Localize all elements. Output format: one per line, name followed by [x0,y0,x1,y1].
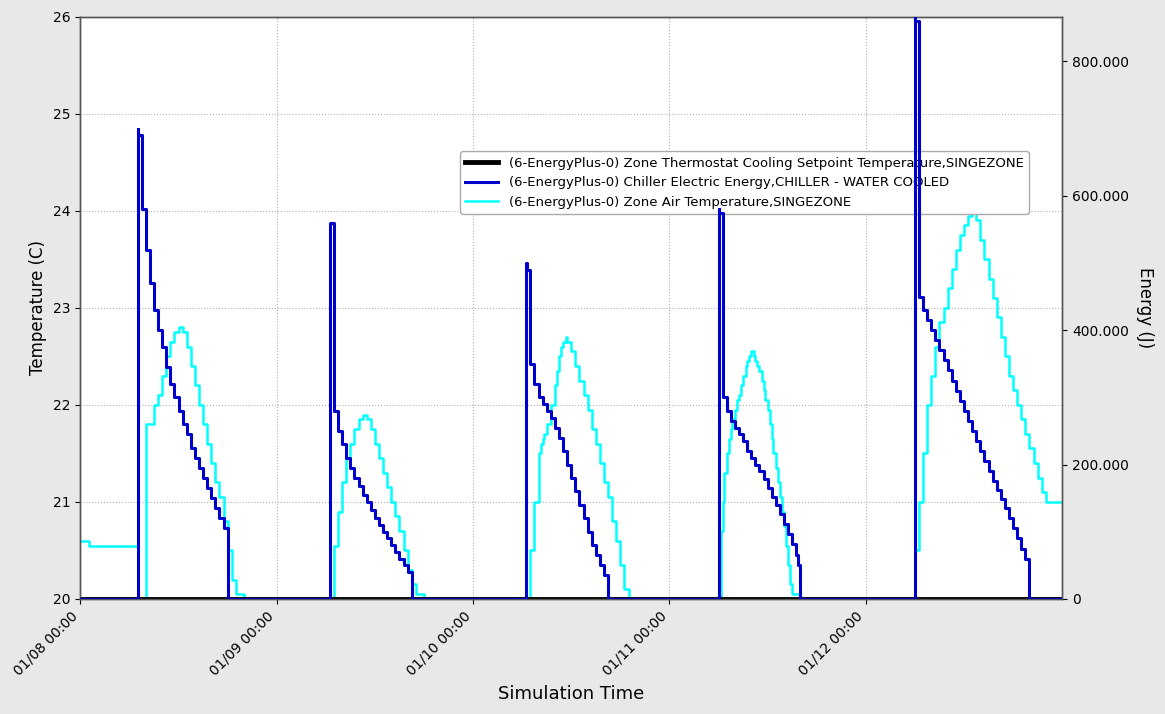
(6-EnergyPlus-0) Chiller Electric Energy,CHILLER - WATER COOLED [73,595,87,603]
(6-EnergyPlus-0) Zone Air Temperature,SINGEZONE [552,352,566,361]
(6-EnergyPlus-0) Chiller Electric Energy,CHILLER - WATER COOLED [929,336,942,345]
(6-EnergyPlus-0) Zone Air Temperature,SINGEZONE [945,265,959,273]
(6-EnergyPlus-0) Zone Air Temperature,SINGEZONE [130,595,144,603]
(6-EnergyPlus-0) Chiller Electric Energy,CHILLER - WATER COOLED [184,443,198,452]
(6-EnergyPlus-0) Chiller Electric Energy,CHILLER - WATER COOLED [163,380,177,388]
(6-EnergyPlus-0) Zone Air Temperature,SINGEZONE [747,352,761,361]
(6-EnergyPlus-0) Zone Air Temperature,SINGEZONE [73,536,87,545]
(6-EnergyPlus-0) Zone Air Temperature,SINGEZONE [388,512,402,521]
Legend: (6-EnergyPlus-0) Zone Thermostat Cooling Setpoint Temperature,SINGEZONE, (6-Ener: (6-EnergyPlus-0) Zone Thermostat Cooling… [460,151,1029,214]
Y-axis label: Energy (J): Energy (J) [1136,267,1153,348]
Y-axis label: Temperature (C): Temperature (C) [29,241,48,376]
Line: (6-EnergyPlus-0) Chiller Electric Energy,CHILLER - WATER COOLED: (6-EnergyPlus-0) Chiller Electric Energy… [80,17,1062,599]
(6-EnergyPlus-0) Chiller Electric Energy,CHILLER - WATER COOLED [1055,595,1069,603]
(6-EnergyPlus-0) Chiller Electric Energy,CHILLER - WATER COOLED [384,541,398,550]
(6-EnergyPlus-0) Chiller Electric Energy,CHILLER - WATER COOLED [908,13,922,21]
(6-EnergyPlus-0) Zone Air Temperature,SINGEZONE [466,595,480,603]
(6-EnergyPlus-0) Zone Air Temperature,SINGEZONE [775,507,789,516]
X-axis label: Simulation Time: Simulation Time [499,685,644,703]
(6-EnergyPlus-0) Zone Air Temperature,SINGEZONE [965,206,979,215]
(6-EnergyPlus-0) Chiller Electric Energy,CHILLER - WATER COOLED [924,326,938,334]
(6-EnergyPlus-0) Chiller Electric Energy,CHILLER - WATER COOLED [368,514,382,523]
(6-EnergyPlus-0) Zone Air Temperature,SINGEZONE [1055,498,1069,506]
Line: (6-EnergyPlus-0) Zone Air Temperature,SINGEZONE: (6-EnergyPlus-0) Zone Air Temperature,SI… [80,211,1062,599]
